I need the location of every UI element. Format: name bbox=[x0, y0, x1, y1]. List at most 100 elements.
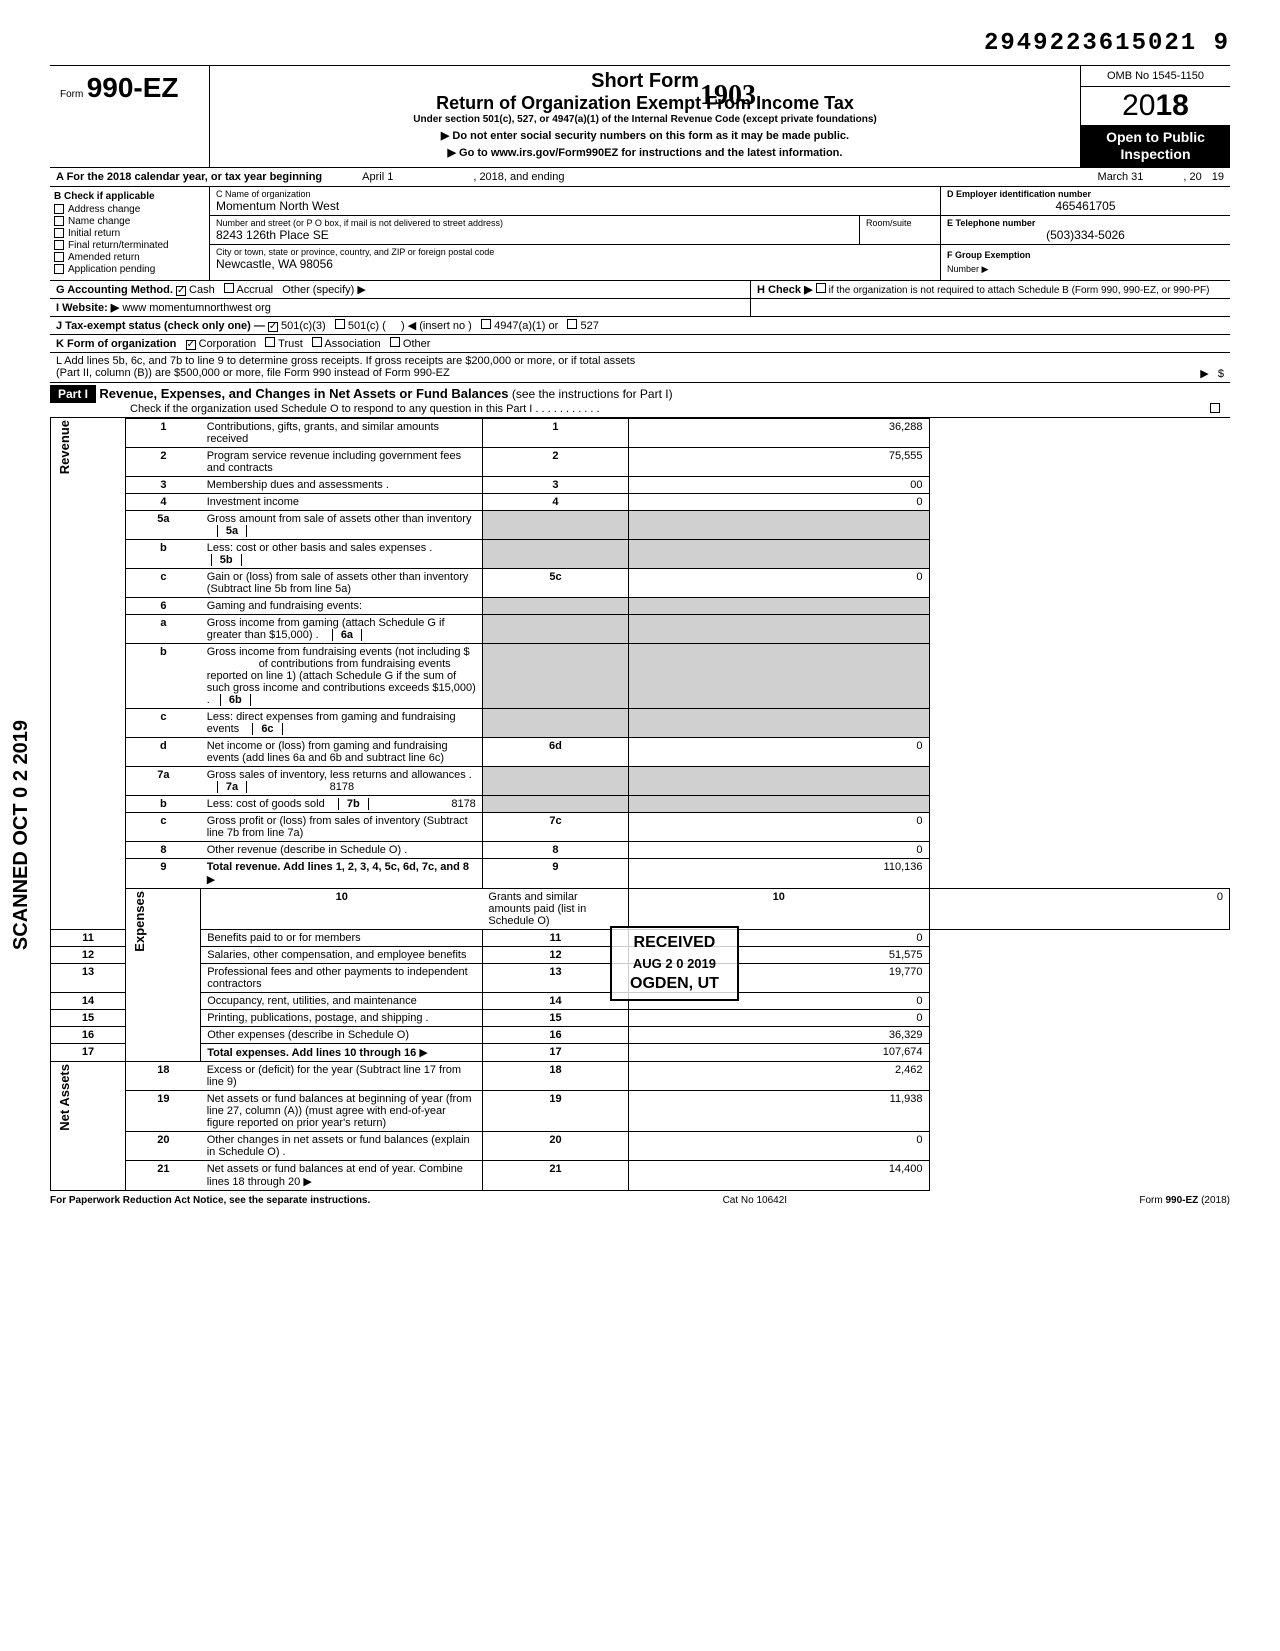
cb-amended-return[interactable]: Amended return bbox=[54, 252, 205, 263]
cb-cash[interactable] bbox=[176, 286, 186, 296]
netassets-side-label: Net Assets bbox=[57, 1064, 72, 1131]
line-1-text: Contributions, gifts, grants, and simila… bbox=[207, 421, 439, 445]
cb-527[interactable] bbox=[567, 319, 577, 329]
website-value: www momentumnorthwest org bbox=[122, 302, 271, 314]
other-method-label: Other (specify) ▶ bbox=[282, 284, 366, 296]
line-17-text: Total expenses. Add lines 10 through 16 bbox=[207, 1047, 416, 1059]
line-10-text: Grants and similar amounts paid (list in… bbox=[488, 891, 586, 927]
received-date: AUG 2 0 2019 bbox=[630, 956, 719, 971]
telephone-value: (503)334-5026 bbox=[947, 228, 1224, 242]
line-14-rnum: 14 bbox=[482, 992, 628, 1009]
footer-mid: Cat No 10642I bbox=[723, 1195, 788, 1206]
line-6a-num: a bbox=[126, 614, 201, 643]
subtitle: Under section 501(c), 527, or 4947(a)(1)… bbox=[220, 114, 1070, 125]
section-h-label: H Check ▶ bbox=[757, 284, 813, 296]
cb-name-change[interactable]: Name change bbox=[54, 216, 205, 227]
line-15-num: 15 bbox=[51, 1009, 126, 1026]
form-lines-table: Revenue 1 Contributions, gifts, grants, … bbox=[50, 418, 1230, 1191]
ein-value: 465461705 bbox=[947, 199, 1224, 213]
cb-schedule-o-part1[interactable] bbox=[1210, 403, 1220, 413]
year-bold: 18 bbox=[1156, 89, 1189, 122]
cb-corporation[interactable] bbox=[186, 340, 196, 350]
cb-final-return[interactable]: Final return/terminated bbox=[54, 240, 205, 251]
line-15-text: Printing, publications, postage, and shi… bbox=[207, 1012, 428, 1024]
cb-4947[interactable] bbox=[481, 319, 491, 329]
line-13-num: 13 bbox=[51, 963, 126, 992]
year-prefix: 20 bbox=[1122, 89, 1155, 122]
cb-initial-return[interactable]: Initial return bbox=[54, 228, 205, 239]
line-18-num: 18 bbox=[126, 1061, 201, 1090]
received-stamp: RECEIVED AUG 2 0 2019 OGDEN, UT bbox=[610, 926, 739, 1001]
expenses-side-label: Expenses bbox=[132, 891, 147, 952]
city-label: City or town, state or province, country… bbox=[216, 247, 934, 257]
opt-501c-insert: ) ◀ (insert no ) bbox=[401, 320, 472, 332]
received-text: RECEIVED bbox=[630, 934, 719, 952]
line-5b-num: b bbox=[126, 539, 201, 568]
org-name: Momentum North West bbox=[216, 199, 934, 213]
line-5c-text: Gain or (loss) from sale of assets other… bbox=[207, 571, 469, 595]
section-l-line1: L Add lines 5b, 6c, and 7b to line 9 to … bbox=[56, 355, 635, 367]
line-4-text: Investment income bbox=[207, 496, 299, 508]
line-2-num: 2 bbox=[126, 447, 201, 476]
line-6b-num: b bbox=[126, 643, 201, 708]
line-21-rnum: 21 bbox=[482, 1160, 628, 1190]
line-12-rnum: 12 bbox=[482, 946, 628, 963]
cb-address-change[interactable]: Address change bbox=[54, 204, 205, 215]
short-form-label: Short Form bbox=[220, 70, 1070, 93]
cb-trust[interactable] bbox=[265, 337, 275, 347]
line-19-rnum: 19 bbox=[482, 1090, 628, 1131]
line-1-value: 36,288 bbox=[629, 418, 929, 447]
line-8-rnum: 8 bbox=[482, 841, 628, 858]
tax-year-end-month: March 31 bbox=[1098, 171, 1144, 183]
cb-schedule-b[interactable] bbox=[816, 283, 826, 293]
l-dollar: $ bbox=[1218, 368, 1224, 380]
row-a-label: A For the 2018 calendar year, or tax yea… bbox=[56, 171, 322, 183]
line-17-rnum: 17 bbox=[482, 1043, 628, 1061]
line-5c-value: 0 bbox=[629, 568, 929, 597]
cb-other-org[interactable] bbox=[390, 337, 400, 347]
line-9-value: 110,136 bbox=[629, 858, 929, 888]
cb-accrual[interactable] bbox=[224, 283, 234, 293]
return-title: Return of Organization Exempt From Incom… bbox=[220, 93, 1070, 114]
line-13-rnum: 13 bbox=[482, 963, 628, 992]
line-2-rnum: 2 bbox=[482, 447, 628, 476]
line-2-text: Program service revenue including govern… bbox=[207, 450, 461, 474]
tax-year-begin: April 1 bbox=[362, 171, 393, 183]
omb-number: OMB No 1545-1150 bbox=[1081, 66, 1230, 87]
document-number: 2949223615021 9 bbox=[984, 30, 1230, 57]
form-header: Form 990-EZ Short Form Return of Organiz… bbox=[50, 65, 1230, 168]
cb-501c[interactable] bbox=[335, 319, 345, 329]
footer-right: Form 990-EZ (2018) bbox=[1139, 1195, 1230, 1206]
section-b: B Check if applicable Address change Nam… bbox=[50, 187, 210, 280]
line-7b-text: Less: cost of goods sold bbox=[207, 798, 325, 810]
opt-527: 527 bbox=[581, 320, 599, 332]
line-6a-text: Gross income from gaming (attach Schedul… bbox=[207, 617, 445, 641]
line-15-value: 0 bbox=[629, 1009, 929, 1026]
line-7a-text: Gross sales of inventory, less returns a… bbox=[207, 769, 472, 781]
line-8-value: 0 bbox=[629, 841, 929, 858]
cb-association[interactable] bbox=[312, 337, 322, 347]
part-i-check-line: Check if the organization used Schedule … bbox=[130, 403, 600, 415]
footer: For Paperwork Reduction Act Notice, see … bbox=[50, 1191, 1230, 1206]
line-7c-text: Gross profit or (loss) from sales of inv… bbox=[207, 815, 468, 839]
line-20-value: 0 bbox=[629, 1131, 929, 1160]
line-8-text: Other revenue (describe in Schedule O) . bbox=[207, 844, 408, 856]
line-7a-box: 7a bbox=[217, 781, 247, 793]
line-6d-rnum: 6d bbox=[482, 737, 628, 766]
form-number: 990-EZ bbox=[87, 72, 179, 103]
section-l-line2: (Part II, column (B)) are $500,000 or mo… bbox=[56, 367, 450, 379]
footer-left: For Paperwork Reduction Act Notice, see … bbox=[50, 1195, 370, 1206]
line-7a-num: 7a bbox=[126, 766, 201, 795]
line-13-text: Professional fees and other payments to … bbox=[207, 966, 468, 990]
line-7a-boxval: 8178 bbox=[254, 781, 354, 793]
line-9-rnum: 9 bbox=[482, 858, 628, 888]
line-6b-text: Gross income from fundraising events (no… bbox=[207, 646, 470, 658]
cb-501c3[interactable] bbox=[268, 322, 278, 332]
line-5b-box: 5b bbox=[211, 554, 242, 566]
cb-application-pending[interactable]: Application pending bbox=[54, 264, 205, 275]
l-arrow: ▶ bbox=[1200, 368, 1208, 380]
line-5a-text: Gross amount from sale of assets other t… bbox=[207, 513, 472, 525]
line-3-num: 3 bbox=[126, 476, 201, 493]
line-4-value: 0 bbox=[629, 493, 929, 510]
part-i-title: Revenue, Expenses, and Changes in Net As… bbox=[99, 386, 508, 401]
